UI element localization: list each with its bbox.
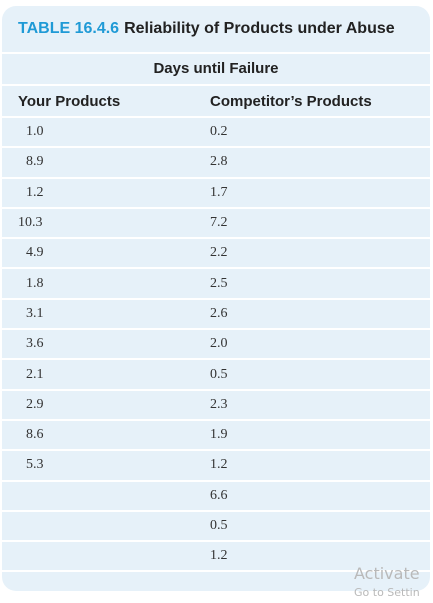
cell-your-products: 2.1 — [26, 366, 44, 382]
cell-your-products: 8.6 — [26, 427, 44, 443]
table-row: 8.9 2.8 — [2, 148, 430, 179]
cell-competitor-products: 2.3 — [210, 396, 228, 412]
cell-competitor-products: 2.2 — [210, 245, 228, 261]
table-row: 1.0 0.2 — [2, 118, 430, 149]
cell-your-products: 1.0 — [26, 124, 44, 140]
table-title: Reliability of Products under Abuse — [124, 20, 395, 37]
cell-competitor-products: 0.2 — [210, 124, 228, 140]
table-row: 2.9 2.3 — [2, 391, 430, 421]
cell-your-products: 8.9 — [26, 154, 44, 170]
cell-your-products: 3.1 — [26, 305, 44, 321]
table-row: 1.2 1.7 — [2, 179, 430, 209]
cell-your-products: 2.9 — [26, 396, 44, 412]
table-row: 3.1 2.6 — [2, 300, 430, 331]
table-row: 10.3 7.2 — [2, 209, 430, 240]
table-row: 3.6 2.0 — [2, 330, 430, 361]
cell-your-products: 10.3 — [18, 215, 43, 231]
cell-competitor-products: 2.0 — [210, 336, 228, 352]
cell-competitor-products: 1.9 — [210, 427, 228, 443]
table-row: 6.6 — [2, 482, 430, 512]
cell-competitor-products: 0.5 — [210, 518, 228, 533]
cell-competitor-products: 0.5 — [210, 366, 228, 382]
cell-competitor-products: 2.5 — [210, 275, 228, 291]
cell-competitor-products: 2.6 — [210, 305, 228, 321]
cell-competitor-products: 1.2 — [210, 548, 228, 564]
table-row: 1.8 2.5 — [2, 269, 430, 300]
cell-your-products: 4.9 — [26, 245, 44, 261]
column-header-competitor-products: Competitor’s Products — [210, 92, 372, 110]
table-number: TABLE 16.4.6 — [18, 20, 120, 37]
cell-competitor-products: 2.8 — [210, 154, 228, 170]
cell-competitor-products: 6.6 — [210, 487, 228, 503]
cell-competitor-products: 1.2 — [210, 457, 228, 473]
table-row: 1.2 — [2, 542, 430, 573]
column-header-your-products: Your Products — [18, 92, 121, 110]
cell-your-products: 1.8 — [26, 275, 44, 291]
table-row: 8.6 1.9 — [2, 421, 430, 452]
table-row: 5.3 1.2 — [2, 451, 430, 482]
span-header: Days until Failure — [2, 54, 430, 86]
table-row: 4.9 2.2 — [2, 239, 430, 270]
table-row: 2.1 0.5 — [2, 360, 430, 391]
table-card: TABLE 16.4.6 Reliability of Products und… — [2, 6, 430, 591]
column-header-row: Your Products Competitor’s Products — [2, 86, 430, 118]
cell-your-products: 1.2 — [26, 184, 44, 200]
cell-competitor-products: 7.2 — [210, 215, 228, 231]
cell-your-products: 5.3 — [26, 457, 44, 473]
cell-your-products: 3.6 — [26, 336, 44, 352]
table-body: 1.0 0.2 8.9 2.8 1.2 1.7 10.3 7.2 4.9 2.2 1.8 2.5 3.1… — [2, 118, 430, 573]
table-row: 0.5 — [2, 512, 430, 543]
table-caption: TABLE 16.4.6 Reliability of Products und… — [2, 6, 430, 54]
cell-competitor-products: 1.7 — [210, 184, 228, 200]
